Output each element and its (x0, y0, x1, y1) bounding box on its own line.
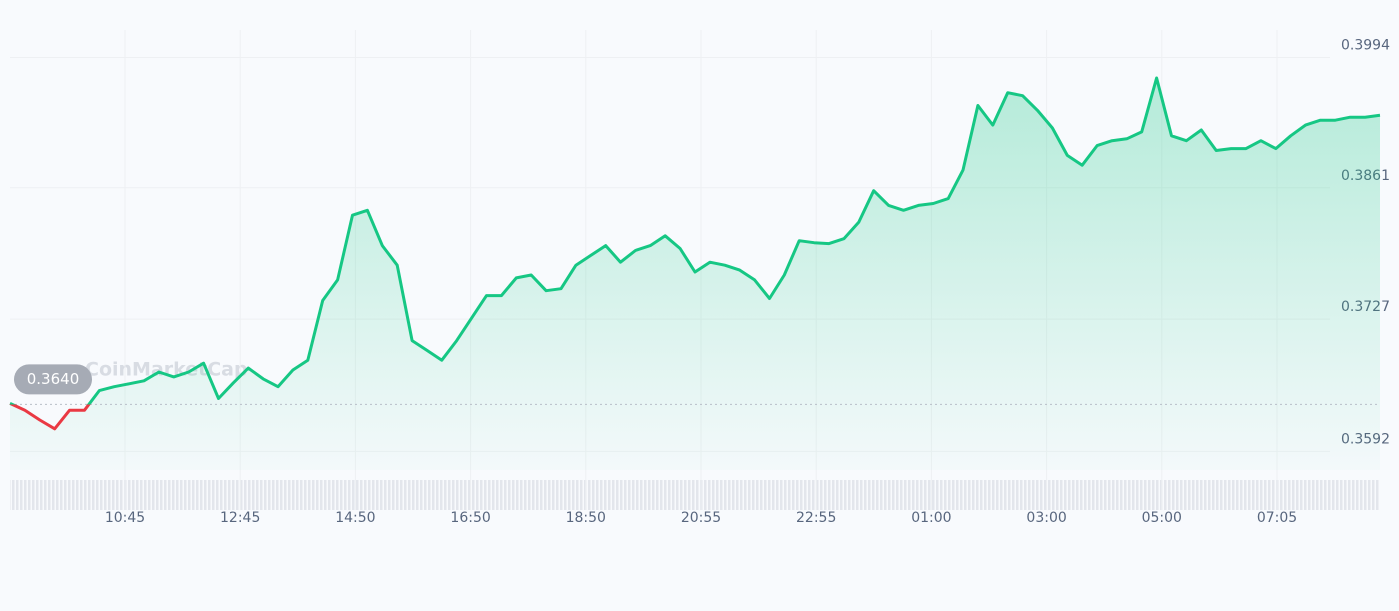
x-tick-label: 20:55 (681, 510, 721, 526)
price-line (9, 76, 1381, 431)
x-tick-label: 14:50 (335, 510, 375, 526)
x-tick-label: 18:50 (566, 510, 606, 526)
area-fill (10, 78, 1380, 470)
x-tick-label: 07:05 (1257, 510, 1297, 526)
x-tick-label: 16:50 (450, 510, 490, 526)
x-tick-label: 10:45 (105, 510, 145, 526)
baseline-label: 0.3640 (27, 370, 80, 388)
baseline-badge (14, 364, 92, 395)
x-tick-label: 22:55 (796, 510, 836, 526)
x-tick-label: 12:45 (220, 510, 260, 526)
y-tick-label: 0.3994 (1341, 37, 1390, 53)
x-tick-label: 03:00 (1026, 510, 1066, 526)
volume-strip (10, 480, 1380, 510)
x-tick-label: 05:00 (1142, 510, 1182, 526)
x-tick-label: 01:00 (911, 510, 951, 526)
